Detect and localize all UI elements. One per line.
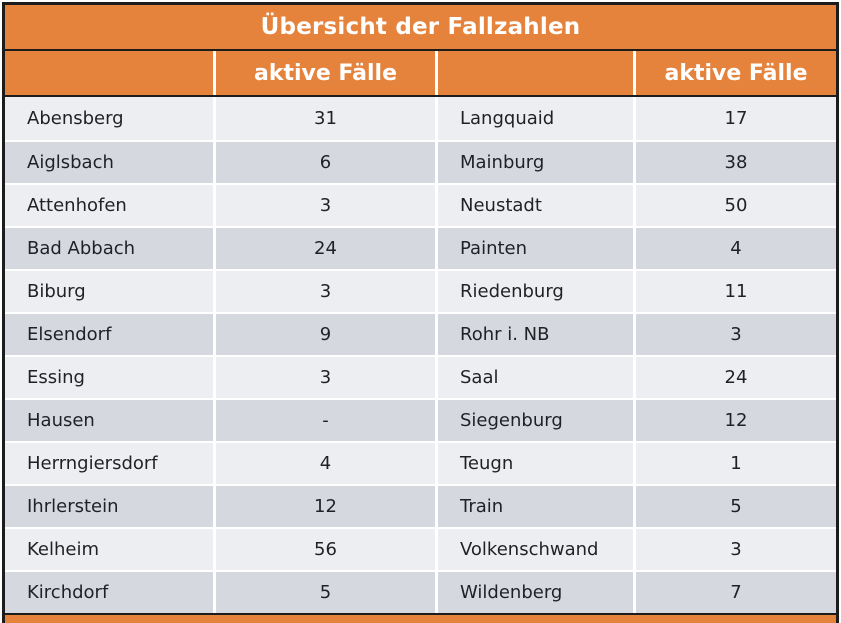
table-row: Elsendorf 9 Rohr i. NB 3 [5,312,836,355]
active-cases-right: 12 [633,400,836,441]
municipality-name-right: Riedenburg [435,271,633,312]
active-cases-right: 3 [633,314,836,355]
active-cases-right: 4 [633,228,836,269]
table-row: Herrngiersdorf 4 Teugn 1 [5,441,836,484]
header-cell-empty-left [5,51,213,95]
table-row: Ihrlerstein 12 Train 5 [5,484,836,527]
divider [5,613,836,615]
table-header-row: aktive Fälle aktive Fälle [5,51,836,95]
municipality-name-left: Elsendorf [5,314,213,355]
municipality-name-left: Herrngiersdorf [5,443,213,484]
active-cases-right: 24 [633,357,836,398]
municipality-name-left: Essing [5,357,213,398]
table-row: Kelheim 56 Volkenschwand 3 [5,527,836,570]
municipality-name-right: Saal [435,357,633,398]
table-row: Biburg 3 Riedenburg 11 [5,269,836,312]
municipality-name-right: Siegenburg [435,400,633,441]
header-cell-empty-right [435,51,633,95]
municipality-name-left: Biburg [5,271,213,312]
active-cases-right: 50 [633,185,836,226]
active-cases-left: 3 [213,357,435,398]
municipality-name-left: Kelheim [5,529,213,570]
active-cases-left: 6 [213,142,435,183]
municipality-name-right: Langquaid [435,97,633,140]
active-cases-right: 17 [633,97,836,140]
municipality-name-right: Train [435,486,633,527]
municipality-name-left: Ihrlerstein [5,486,213,527]
municipality-name-right: Painten [435,228,633,269]
divider [5,95,836,97]
municipality-name-right: Mainburg [435,142,633,183]
active-cases-right: 7 [633,572,836,613]
active-cases-left: 3 [213,185,435,226]
active-cases-right: 38 [633,142,836,183]
municipality-name-right: Volkenschwand [435,529,633,570]
table-row: Aiglsbach 6 Mainburg 38 [5,140,836,183]
active-cases-right: 3 [633,529,836,570]
active-cases-right: 1 [633,443,836,484]
municipality-name-right: Rohr i. NB [435,314,633,355]
municipality-name-left: Kirchdorf [5,572,213,613]
active-cases-left: 9 [213,314,435,355]
header-cell-aktive-faelle-right: aktive Fälle [633,51,836,95]
municipality-name-left: Aiglsbach [5,142,213,183]
table-row: Essing 3 Saal 24 [5,355,836,398]
municipality-name-right: Teugn [435,443,633,484]
divider [5,49,836,51]
table-row: Kirchdorf 5 Wildenberg 7 [5,570,836,613]
municipality-name-left: Hausen [5,400,213,441]
municipality-name-right: Wildenberg [435,572,633,613]
municipality-name-right: Neustadt [435,185,633,226]
municipality-name-left: Bad Abbach [5,228,213,269]
active-cases-left: 12 [213,486,435,527]
municipality-name-left: Abensberg [5,97,213,140]
active-cases-left: 56 [213,529,435,570]
table-title: Übersicht der Fallzahlen [5,5,836,49]
active-cases-left: 5 [213,572,435,613]
table-row: Bad Abbach 24 Painten 4 [5,226,836,269]
table-row: Abensberg 31 Langquaid 17 [5,97,836,140]
active-cases-right: 5 [633,486,836,527]
table-row: Attenhofen 3 Neustadt 50 [5,183,836,226]
municipality-name-left: Attenhofen [5,185,213,226]
table-row: Hausen - Siegenburg 12 [5,398,836,441]
active-cases-left: 4 [213,443,435,484]
active-cases-right: 11 [633,271,836,312]
active-cases-left: - [213,400,435,441]
active-cases-left: 24 [213,228,435,269]
active-cases-left: 3 [213,271,435,312]
table-footer-strip [5,615,836,623]
table-body: Abensberg 31 Langquaid 17 Aiglsbach 6 Ma… [5,97,836,613]
header-cell-aktive-faelle-left: aktive Fälle [213,51,435,95]
active-cases-left: 31 [213,97,435,140]
